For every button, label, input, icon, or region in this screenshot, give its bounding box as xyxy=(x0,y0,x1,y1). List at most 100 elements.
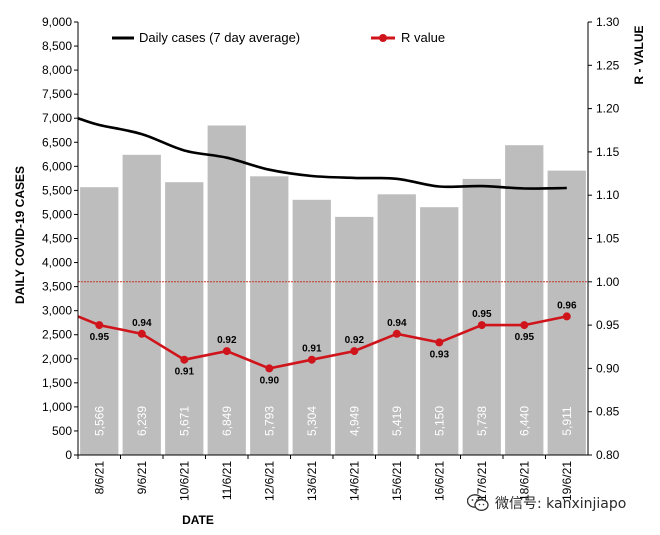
x-tick-label: 13/6/21 xyxy=(305,461,319,501)
watermark-text: 微信号: kanxinjiapo xyxy=(495,496,627,512)
y-tick-label: 1,000 xyxy=(42,400,72,414)
y2-axis-title: R - VALUE xyxy=(632,25,646,84)
r-value-label: 0.94 xyxy=(387,318,407,329)
bar xyxy=(207,125,246,455)
y-tick-label: 4,000 xyxy=(42,256,72,270)
r-value-label: 0.91 xyxy=(302,344,322,355)
legend-r-marker xyxy=(379,34,387,42)
y2-tick-label: 1.25 xyxy=(596,58,620,72)
bars: 5,566 6,239 5,671 6,849 5,793 5,304 4,949 5,419… xyxy=(80,125,586,456)
x-tick-label: 9/6/21 xyxy=(135,461,149,495)
bar-value-label: 5,738 xyxy=(475,406,489,436)
r-point xyxy=(95,321,104,330)
bar-value-label: 5,793 xyxy=(262,406,276,436)
x-tick-label: 16/6/21 xyxy=(432,461,446,501)
x-tick-label: 18/6/21 xyxy=(517,461,531,501)
y2-tick-label: 1.10 xyxy=(596,188,620,202)
y-tick-label: 0 xyxy=(65,448,72,462)
legend-avg-label: Daily cases (7 day average) xyxy=(139,30,300,45)
y-tick-label: 9,000 xyxy=(42,15,72,29)
y-tick-label: 8,500 xyxy=(42,39,72,53)
r-value-label: 0.95 xyxy=(515,332,535,343)
y2-tick-label: 1.05 xyxy=(596,232,620,246)
r-value-label: 0.90 xyxy=(260,375,280,386)
y2-tick-label: 1.15 xyxy=(596,145,620,159)
x-tick-label: 10/6/21 xyxy=(177,461,191,501)
x-axis: 8/6/21 9/6/21 10/6/21 11/6/21 12/6/21 13/6/21… xyxy=(77,454,588,501)
y-tick-label: 5,500 xyxy=(42,183,72,197)
y-tick-label: 2,000 xyxy=(42,352,72,366)
y-axis-left: 0 500 1,000 1,500 2,000 2,500 3,000 3,500 4,000 4… xyxy=(42,15,79,462)
y-tick-label: 6,000 xyxy=(42,159,72,173)
bar-value-label: 5,911 xyxy=(560,406,574,435)
bar xyxy=(292,199,331,455)
r-value-label: 0.95 xyxy=(90,332,110,343)
r-value-label: 0.95 xyxy=(472,309,492,320)
y2-tick-label: 0.85 xyxy=(596,405,620,419)
r-point xyxy=(435,338,444,347)
r-point xyxy=(222,347,231,356)
y-tick-label: 8,000 xyxy=(42,63,72,77)
bar xyxy=(462,178,501,455)
avg-series-line xyxy=(77,116,567,190)
bar xyxy=(377,194,416,456)
average-line xyxy=(77,116,567,190)
y-tick-label: 2,500 xyxy=(42,328,72,342)
y-tick-label: 500 xyxy=(52,424,72,438)
r-value-label: 0.93 xyxy=(430,349,450,360)
y2-tick-label: 1.20 xyxy=(596,102,620,116)
bar xyxy=(165,182,204,455)
bar xyxy=(122,154,161,456)
r-value-line: 0.95 0.94 0.91 0.92 0.90 0.91 0.92 0.94 0.93 0.95… xyxy=(77,300,577,386)
y-tick-label: 1,500 xyxy=(42,376,72,390)
r-point xyxy=(307,355,316,364)
r-point xyxy=(392,329,401,338)
bar xyxy=(335,216,374,455)
legend: Daily cases (7 day average) R value xyxy=(112,30,445,45)
y-tick-label: 7,000 xyxy=(42,111,72,125)
r-point xyxy=(137,329,146,338)
x-tick-label: 8/6/21 xyxy=(92,461,106,495)
x-axis-title: DATE xyxy=(182,513,214,527)
plot-area xyxy=(78,22,588,455)
r-value-label: 0.91 xyxy=(175,367,195,378)
y-tick-label: 3,000 xyxy=(42,304,72,318)
bar-value-label: 5,566 xyxy=(92,406,106,436)
x-tick-label: 15/6/21 xyxy=(390,461,404,501)
y2-tick-label: 1.00 xyxy=(596,275,620,289)
x-tick-label: 12/6/21 xyxy=(262,461,276,501)
bar-value-label: 5,419 xyxy=(390,406,404,436)
wechat-icon xyxy=(466,494,489,512)
y2-tick-label: 0.95 xyxy=(596,318,620,332)
y2-tick-label: 0.80 xyxy=(596,448,620,462)
r-point xyxy=(520,321,529,330)
r-value-label: 0.92 xyxy=(345,335,365,346)
bar-value-label: 4,949 xyxy=(347,406,361,436)
x-tick-label: 17/6/21 xyxy=(475,461,489,501)
y2-tick-label: 0.90 xyxy=(596,361,620,375)
legend-r-label: R value xyxy=(401,30,445,45)
bar-value-label: 6,239 xyxy=(135,406,149,436)
r-value-label: 0.92 xyxy=(217,335,237,346)
bar-value-label: 5,150 xyxy=(432,406,446,436)
r-point xyxy=(265,364,274,373)
bar xyxy=(420,207,459,455)
y2-tick-label: 1.30 xyxy=(596,15,620,29)
r-point xyxy=(477,321,486,330)
bar xyxy=(250,176,289,456)
x-tick-label: 19/6/21 xyxy=(560,461,574,501)
bar-value-label: 5,671 xyxy=(177,406,191,436)
r-point xyxy=(180,355,189,364)
r-point xyxy=(562,312,571,321)
y-axis-title: DAILY COVID-19 CASES xyxy=(13,166,27,304)
x-tick-label: 11/6/21 xyxy=(220,461,234,500)
bar-value-label: 6,849 xyxy=(220,406,234,436)
r-value-label: 0.96 xyxy=(557,300,577,311)
bar xyxy=(505,145,544,455)
bar-value-label: 5,304 xyxy=(305,406,319,436)
y-axis-right: 0.80 0.85 0.90 0.95 1.00 1.05 1.10 1.15 1.20 1.25… xyxy=(587,15,620,462)
x-tick-label: 14/6/21 xyxy=(347,461,361,501)
watermark: 微信号: kanxinjiapo xyxy=(466,493,627,513)
bar-value-label: 6,440 xyxy=(517,406,531,436)
